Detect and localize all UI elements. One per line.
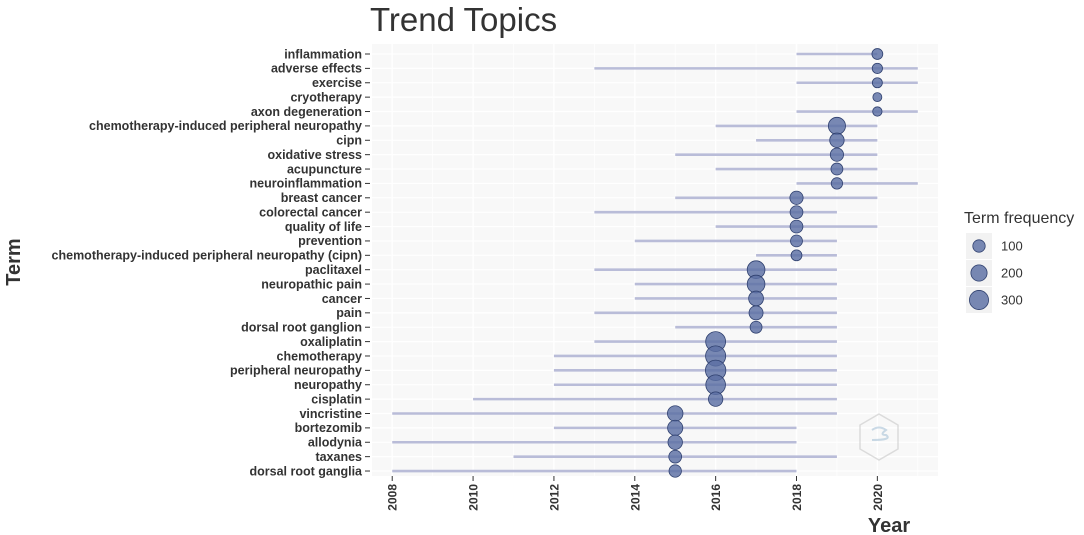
term-label: acupuncture	[287, 162, 362, 176]
data-point	[871, 77, 883, 89]
x-axis-title: Year	[868, 515, 910, 535]
data-point	[872, 106, 883, 117]
term-label: dorsal root ganglia	[249, 464, 363, 478]
term-label: vincristine	[299, 407, 362, 421]
data-point	[748, 305, 764, 321]
term-label: oxaliplatin	[300, 335, 362, 349]
legend-label: 200	[1001, 266, 1023, 281]
legend-key	[970, 264, 988, 282]
year-tick-label: 2008	[386, 484, 400, 511]
range-lines	[392, 52, 918, 473]
watermark-logo-icon	[859, 413, 899, 461]
legend-title: Term frequency	[964, 210, 1074, 227]
term-label: pain	[336, 306, 362, 320]
year-tick-label: 2014	[628, 484, 642, 511]
data-points	[667, 48, 884, 478]
term-label: dorsal root ganglion	[241, 321, 362, 335]
data-point	[872, 92, 883, 103]
term-label: chemotherapy	[277, 349, 362, 363]
plot-panel	[372, 44, 938, 476]
y-axis-title: Term	[3, 238, 25, 285]
data-point	[871, 48, 884, 60]
term-label: oxidative stress	[268, 148, 363, 162]
term-label: chemotherapy-induced peripheral neuropat…	[89, 119, 362, 133]
term-label: bortezomib	[295, 421, 363, 435]
data-point	[668, 464, 682, 478]
term-label: axon degeneration	[251, 105, 362, 119]
data-point	[749, 320, 763, 334]
year-tick-label: 2012	[547, 484, 561, 511]
term-label: neuropathic pain	[261, 277, 362, 291]
year-tick-label: 2020	[871, 484, 885, 511]
term-label: adverse effects	[271, 62, 362, 76]
legend-label: 100	[1001, 239, 1023, 254]
term-label: cisplatin	[311, 392, 362, 406]
data-point	[829, 147, 844, 162]
data-point	[708, 391, 724, 407]
data-point	[667, 434, 683, 450]
data-point	[830, 162, 844, 176]
data-point	[746, 274, 766, 294]
term-label: quality of life	[285, 220, 362, 234]
year-tick-label: 2018	[790, 484, 804, 511]
term-label: inflammation	[284, 47, 362, 61]
data-point	[790, 234, 803, 248]
data-point	[790, 249, 803, 262]
legend-key	[972, 239, 986, 253]
x-axis-labels: 2008 2010 2012 2014 2016 2018 2020	[386, 476, 885, 511]
term-label: cryotherapy	[290, 90, 362, 104]
chart-title: Trend Topics	[370, 1, 557, 38]
term-label: cancer	[322, 292, 362, 306]
term-label: chemotherapy-induced peripheral neuropat…	[52, 249, 362, 263]
term-label: breast cancer	[281, 191, 362, 205]
term-label: taxanes	[315, 450, 362, 464]
data-point	[829, 132, 845, 148]
data-point	[827, 116, 846, 135]
term-label: paclitaxel	[305, 263, 362, 277]
data-point	[789, 219, 804, 234]
term-label: peripheral neuropathy	[230, 364, 362, 378]
data-point	[830, 177, 844, 190]
data-point	[789, 190, 804, 205]
term-label: cipn	[336, 134, 362, 148]
data-point	[789, 205, 804, 219]
data-point	[871, 62, 883, 74]
legend-items: 100 200 300	[966, 233, 1023, 313]
year-tick-label: 2010	[467, 484, 481, 511]
year-tick-label: 2016	[709, 484, 723, 511]
data-point	[667, 405, 684, 422]
data-point	[668, 449, 683, 464]
term-label: exercise	[312, 76, 362, 90]
term-label: neuroinflammation	[249, 177, 362, 191]
legend-key	[969, 290, 989, 310]
data-point	[667, 419, 684, 436]
term-label: neuropathy	[294, 378, 362, 392]
term-label: allodynia	[308, 436, 363, 450]
term-label: prevention	[298, 234, 362, 248]
legend-label: 300	[1001, 293, 1023, 308]
data-point	[748, 290, 764, 307]
legend: Term frequency 100 200 300	[964, 210, 1074, 313]
term-label: colorectal cancer	[259, 205, 362, 219]
